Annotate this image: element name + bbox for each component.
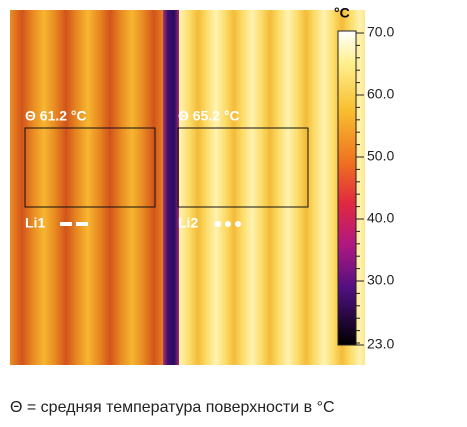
scale-unit: °C xyxy=(334,5,350,21)
line-label: Li1 xyxy=(25,215,45,231)
area-label: Θ 61.2 °C xyxy=(25,108,87,124)
dash xyxy=(76,222,88,226)
page: Θ 61.2 °C Θ 65.2 °C Li1 Li2 °C Θ = средн… xyxy=(0,0,467,427)
scale-label: 60.0 xyxy=(367,86,394,102)
scale-label: 30.0 xyxy=(367,272,394,288)
line-label: Li2 xyxy=(178,215,198,231)
scale-label: 70.0 xyxy=(367,24,394,40)
scale-label: 23.0 xyxy=(367,336,394,352)
thermal-view: Θ 61.2 °C Θ 65.2 °C Li1 Li2 °C Θ = средн… xyxy=(0,0,467,427)
right-panel xyxy=(179,10,365,365)
caption: Θ = средняя температура поверхности в °C xyxy=(10,399,335,416)
dot xyxy=(235,221,241,227)
scale-label: 40.0 xyxy=(367,210,394,226)
scale-label: 50.0 xyxy=(367,148,394,164)
gap-band xyxy=(163,10,179,365)
area-label: Θ 65.2 °C xyxy=(178,108,240,124)
dot xyxy=(225,221,231,227)
dash xyxy=(60,222,72,226)
left-panel xyxy=(10,10,167,365)
color-bar xyxy=(338,31,356,345)
dot xyxy=(215,221,221,227)
